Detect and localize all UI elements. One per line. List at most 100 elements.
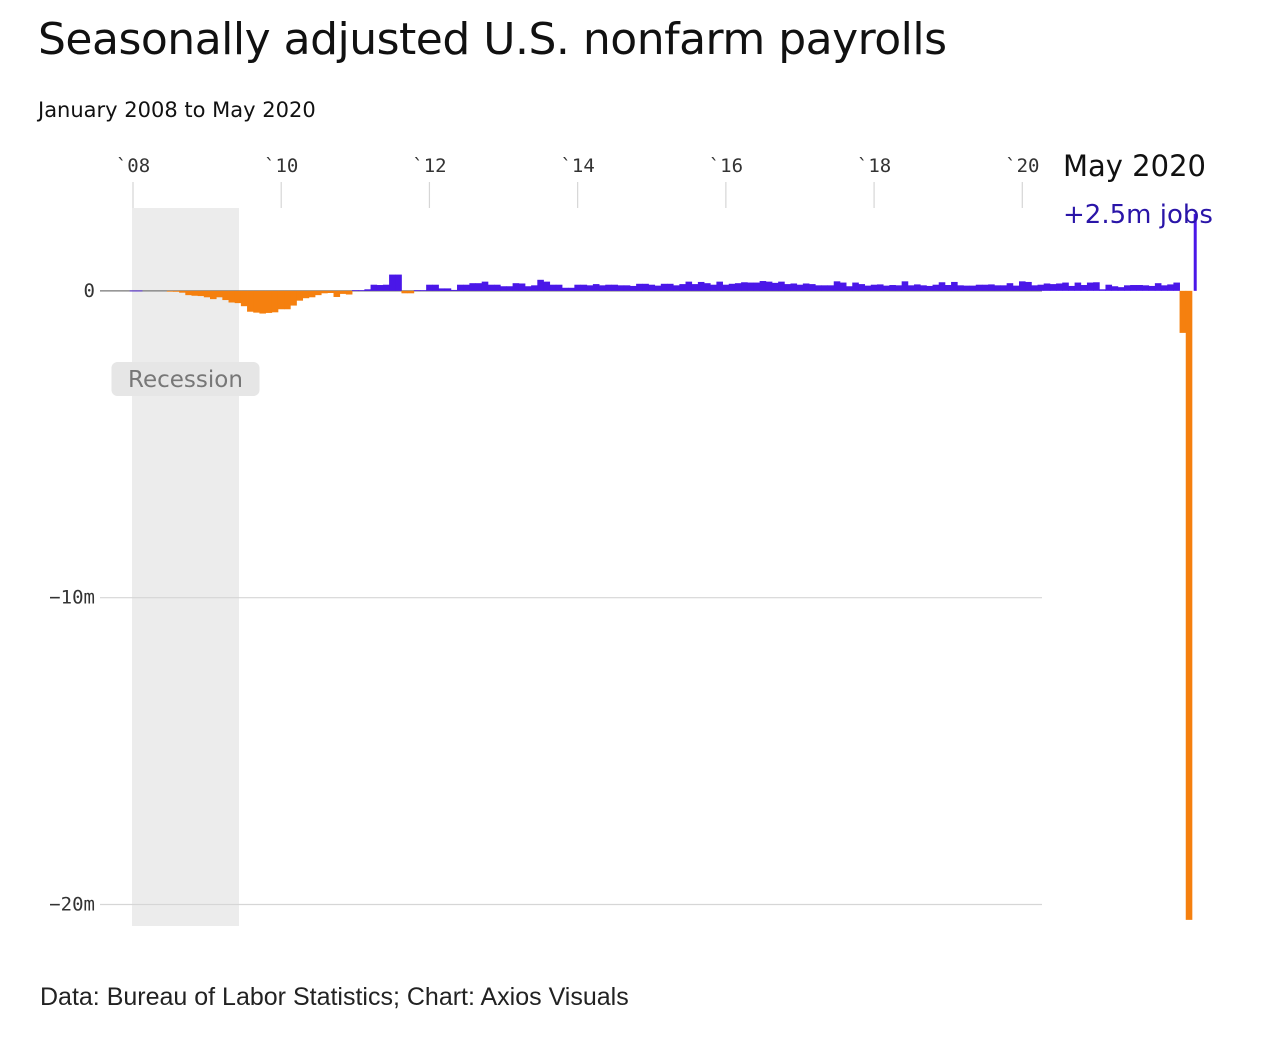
bar: [975, 284, 983, 291]
bar: [1142, 285, 1150, 291]
bar: [506, 286, 514, 291]
bar: [710, 284, 717, 291]
bar: [290, 290, 297, 306]
bar: [778, 281, 785, 291]
bar: [265, 290, 273, 313]
bar: [611, 284, 618, 291]
bar: [957, 285, 964, 291]
bar: [926, 285, 933, 291]
bar: [944, 285, 952, 291]
bar: [487, 284, 495, 291]
bar: [938, 282, 946, 291]
x-tick-label: `10: [264, 155, 298, 177]
bar: [741, 282, 748, 291]
bar: [531, 285, 538, 291]
bar: [376, 285, 384, 291]
bar: [500, 286, 507, 291]
bar: [302, 290, 310, 299]
bar: [413, 290, 421, 292]
bar: [555, 284, 563, 291]
bar: [228, 290, 236, 303]
bar: [129, 290, 137, 292]
bar: [846, 286, 853, 291]
bar: [247, 290, 254, 312]
bar: [333, 290, 341, 297]
bar: [784, 284, 791, 291]
bar: [222, 290, 229, 301]
recession-label: Recession: [128, 367, 243, 393]
bar: [537, 279, 544, 291]
bar: [216, 290, 223, 298]
bar: [586, 285, 594, 291]
bar: [759, 281, 767, 291]
bar: [821, 285, 828, 291]
bar: [185, 290, 192, 296]
bar: [407, 290, 415, 294]
bar: [426, 284, 433, 291]
bar: [271, 290, 279, 313]
bar: [790, 283, 798, 291]
recession-label-background: [111, 362, 260, 396]
bar: [809, 284, 816, 291]
bar: [932, 284, 940, 291]
chart-subtitle: January 2008 to May 2020: [38, 98, 316, 122]
bar: [463, 284, 470, 291]
y-tick-label: −20m: [49, 894, 95, 916]
bar: [771, 282, 779, 291]
bar: [1123, 285, 1131, 291]
recession-badge: Recession: [111, 362, 260, 396]
bar: [277, 290, 285, 310]
bar: [858, 284, 866, 291]
bar: [895, 285, 903, 291]
bar: [1167, 284, 1174, 291]
bar: [172, 290, 180, 292]
bar: [481, 281, 489, 291]
bar: [963, 285, 971, 291]
bar: [815, 285, 822, 291]
bar: [444, 288, 452, 291]
bar: [524, 286, 532, 291]
bar: [364, 289, 371, 291]
bar: [253, 290, 260, 313]
bar: [1193, 213, 1197, 291]
bar: [901, 281, 909, 291]
bar: [580, 284, 588, 291]
bar: [599, 285, 606, 291]
bar: [697, 281, 705, 291]
bar: [605, 284, 612, 291]
annotation-date: May 2020: [1063, 149, 1206, 183]
bar: [1154, 283, 1162, 291]
bar: [747, 282, 754, 291]
bar: [308, 290, 316, 298]
bar: [203, 290, 211, 298]
bar: [1000, 285, 1008, 291]
bar: [617, 285, 625, 291]
x-tick-label: `20: [1005, 155, 1039, 177]
y-tick-label: −10m: [49, 587, 95, 609]
y-axis: 0 −10m −20m: [49, 280, 95, 916]
bar: [654, 285, 662, 291]
bar: [358, 290, 365, 292]
bar: [1136, 285, 1143, 291]
y-tick-label: 0: [84, 280, 95, 302]
bar: [623, 285, 631, 291]
bar: [685, 281, 693, 291]
bar: [1012, 285, 1020, 291]
bar: [475, 283, 483, 291]
bar: [666, 283, 674, 291]
bar: [1031, 285, 1038, 291]
bar: [796, 284, 804, 291]
bar: [296, 290, 304, 301]
x-tick-label: `12: [412, 155, 446, 177]
bar: [389, 274, 396, 291]
bar: [1086, 282, 1094, 291]
bar: [1025, 281, 1032, 291]
bar: [1074, 282, 1082, 291]
bar: [191, 290, 199, 296]
bar: [432, 284, 439, 291]
bar: [179, 290, 186, 293]
bar: [450, 289, 458, 291]
bar: [883, 285, 890, 291]
x-tick-label: `14: [560, 155, 594, 177]
